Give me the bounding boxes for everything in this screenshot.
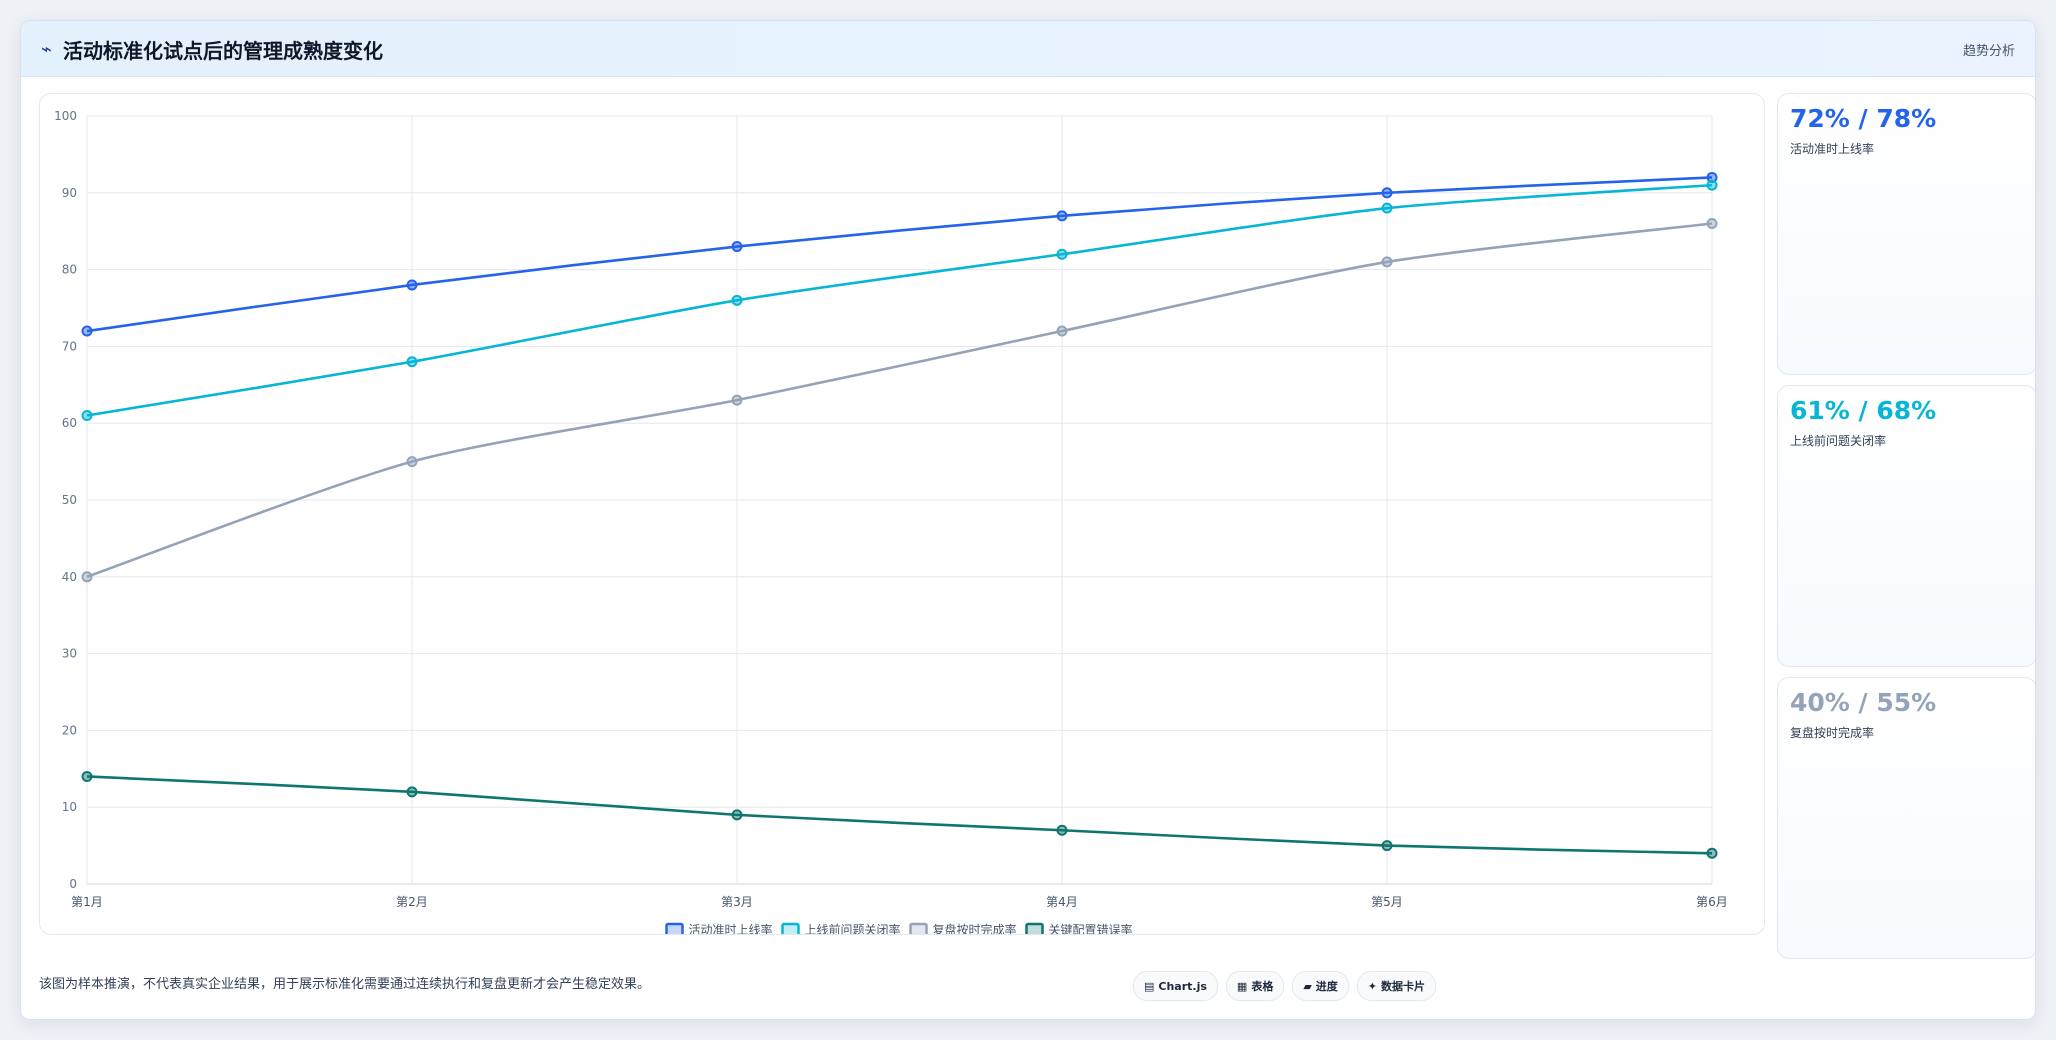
pill-progress[interactable]: ▰ 进度 (1292, 971, 1349, 1001)
side-card-value: 72% / 78% (1790, 104, 1937, 133)
progress-icon: ▰ (1303, 979, 1312, 993)
series-point-3 (731, 809, 743, 821)
series-point-3 (1056, 824, 1068, 836)
series-line-3 (86, 775, 1713, 855)
side-card-label: 活动准时上线率 (1790, 142, 1875, 156)
pill-data-card[interactable]: ✦ 数据卡片 (1356, 971, 1437, 1001)
series-point-2 (1706, 218, 1718, 230)
series-point-3 (406, 786, 418, 798)
pill-label: 表格 (1251, 980, 1274, 993)
legend-swatch (1025, 922, 1044, 934)
y-tick-label: 10 (62, 800, 77, 814)
pill-label: 数据卡片 (1381, 980, 1426, 993)
x-tick-label: 第3月 (721, 895, 753, 909)
feature-pills: ▤ Chart.js ▦ 表格 ▰ 进度 ✦ 数据卡片 (1133, 971, 1437, 1001)
legend-swatch (665, 922, 684, 934)
side-card-label: 上线前问题关闭率 (1790, 434, 1887, 448)
series-point-0 (731, 241, 743, 253)
y-tick-label: 70 (62, 339, 77, 353)
x-tick-label: 第1月 (71, 895, 103, 909)
dashboard-card: ⌁ 活动标准化试点后的管理成熟度变化 趋势分析 0 10 20 30 40 50 60 70 8… (20, 20, 2036, 1020)
pill-label: Chart.js (1158, 979, 1207, 993)
series-line-2 (86, 222, 1713, 579)
side-card-issue-close: 61% / 68% 上线前问题关闭率 (1777, 385, 2035, 667)
legend-swatch (781, 922, 800, 934)
table-icon: ▦ (1236, 979, 1248, 993)
card-header: ⌁ 活动标准化试点后的管理成熟度变化 趋势分析 (21, 21, 2035, 77)
series-line-1 (86, 183, 1713, 417)
x-tick-label: 第6月 (1696, 895, 1728, 909)
legend-label: 上线前问题关闭率 (805, 922, 901, 934)
series-point-3 (1706, 847, 1718, 859)
series-line-0 (86, 176, 1713, 333)
y-tick-label: 80 (62, 263, 77, 277)
series-point-2 (406, 456, 418, 468)
series-point-3 (81, 770, 93, 782)
series-point-1 (1056, 248, 1068, 260)
series-point-1 (81, 410, 93, 422)
x-tick-label: 第5月 (1371, 895, 1403, 909)
series-point-1 (406, 356, 418, 368)
series-point-2 (1381, 256, 1393, 268)
chart-panel: 0 10 20 30 40 50 60 70 80 90 100 第1月 第2月 第3月 第4月 第5月 第6月… (39, 93, 1765, 935)
pill-label: 进度 (1315, 980, 1338, 993)
side-card-label: 复盘按时完成率 (1790, 726, 1875, 740)
y-tick-label: 100 (54, 109, 77, 123)
side-card-value: 61% / 68% (1790, 396, 1937, 425)
series-point-1 (1706, 179, 1718, 191)
side-card-value: 40% / 55% (1790, 688, 1937, 717)
pill-chartjs[interactable]: ▤ Chart.js (1133, 971, 1218, 1001)
legend-label: 活动准时上线率 (689, 922, 773, 934)
legend-swatch (909, 922, 928, 934)
series-point-2 (731, 394, 743, 406)
y-tick-label: 60 (62, 416, 77, 430)
series-point-3 (1381, 840, 1393, 852)
series-point-0 (1381, 187, 1393, 199)
data-card-icon: ✦ (1367, 979, 1378, 993)
series-point-2 (81, 571, 93, 583)
x-tick-label: 第2月 (396, 895, 428, 909)
pill-table[interactable]: ▦ 表格 (1225, 971, 1285, 1001)
y-tick-label: 50 (62, 493, 77, 507)
series-point-0 (81, 325, 93, 337)
legend-label: 复盘按时完成率 (933, 922, 1017, 934)
y-tick-label: 30 (62, 647, 77, 661)
series-point-0 (1706, 171, 1718, 183)
page-title: 活动标准化试点后的管理成熟度变化 (63, 39, 383, 63)
legend-label: 关键配置错误率 (1049, 922, 1133, 934)
series-point-2 (1056, 325, 1068, 337)
y-tick-label: 40 (62, 570, 77, 584)
footnote: 该图为样本推演，不代表真实企业结果，用于展示标准化需要通过连续执行和复盘更新才会… (39, 977, 651, 992)
series-point-1 (731, 294, 743, 306)
line-chart: 0 10 20 30 40 50 60 70 80 90 100 第1月 第2月 第3月 第4月 第5月 第6月… (54, 109, 1728, 934)
series-point-1 (1381, 202, 1393, 214)
y-tick-label: 90 (62, 186, 77, 200)
series-point-0 (1056, 210, 1068, 222)
y-tick-label: 20 (62, 723, 77, 737)
series-point-0 (406, 279, 418, 291)
chart-icon: ▤ (1144, 979, 1155, 993)
trend-line-icon: ⌁ (41, 39, 52, 60)
header-tag: 趋势分析 (1962, 44, 2015, 59)
side-card-on-time: 72% / 78% 活动准时上线率 (1777, 93, 2035, 375)
y-tick-label: 0 (69, 877, 77, 891)
side-card-review: 40% / 55% 复盘按时完成率 (1777, 677, 2035, 959)
x-tick-label: 第4月 (1046, 895, 1078, 909)
